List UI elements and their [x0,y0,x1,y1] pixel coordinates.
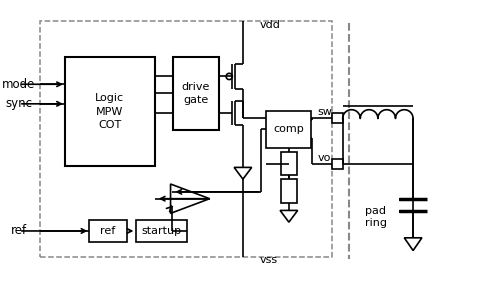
Bar [40,21,332,257]
Bar [281,152,297,175]
Text: ring: ring [365,218,387,228]
Polygon shape [234,167,252,179]
Text: sw: sw [317,107,332,117]
Bar [332,158,343,169]
Text: COT: COT [98,120,121,130]
Bar [136,220,187,242]
Bar [281,179,297,203]
Text: gate: gate [183,96,209,105]
Bar [399,210,427,213]
Text: pad: pad [365,207,386,216]
Text: vdd: vdd [260,20,280,30]
Text: vo: vo [317,153,331,163]
Polygon shape [280,210,298,222]
Text: vss: vss [260,255,277,265]
Text: MPW: MPW [96,107,123,117]
Text: ref: ref [11,225,27,237]
Bar [65,57,155,166]
Text: ref: ref [100,226,116,236]
Text: mode: mode [2,78,36,91]
Text: comp: comp [274,124,304,134]
Polygon shape [404,238,422,251]
Polygon shape [170,184,210,213]
Text: Logic: Logic [96,93,124,103]
Bar [332,113,343,123]
Bar [399,198,427,201]
Text: sync: sync [5,97,33,110]
Text: drive: drive [182,82,210,92]
Text: startup: startup [142,226,182,236]
Bar [172,57,219,130]
Bar [266,111,312,148]
Bar [89,220,127,242]
